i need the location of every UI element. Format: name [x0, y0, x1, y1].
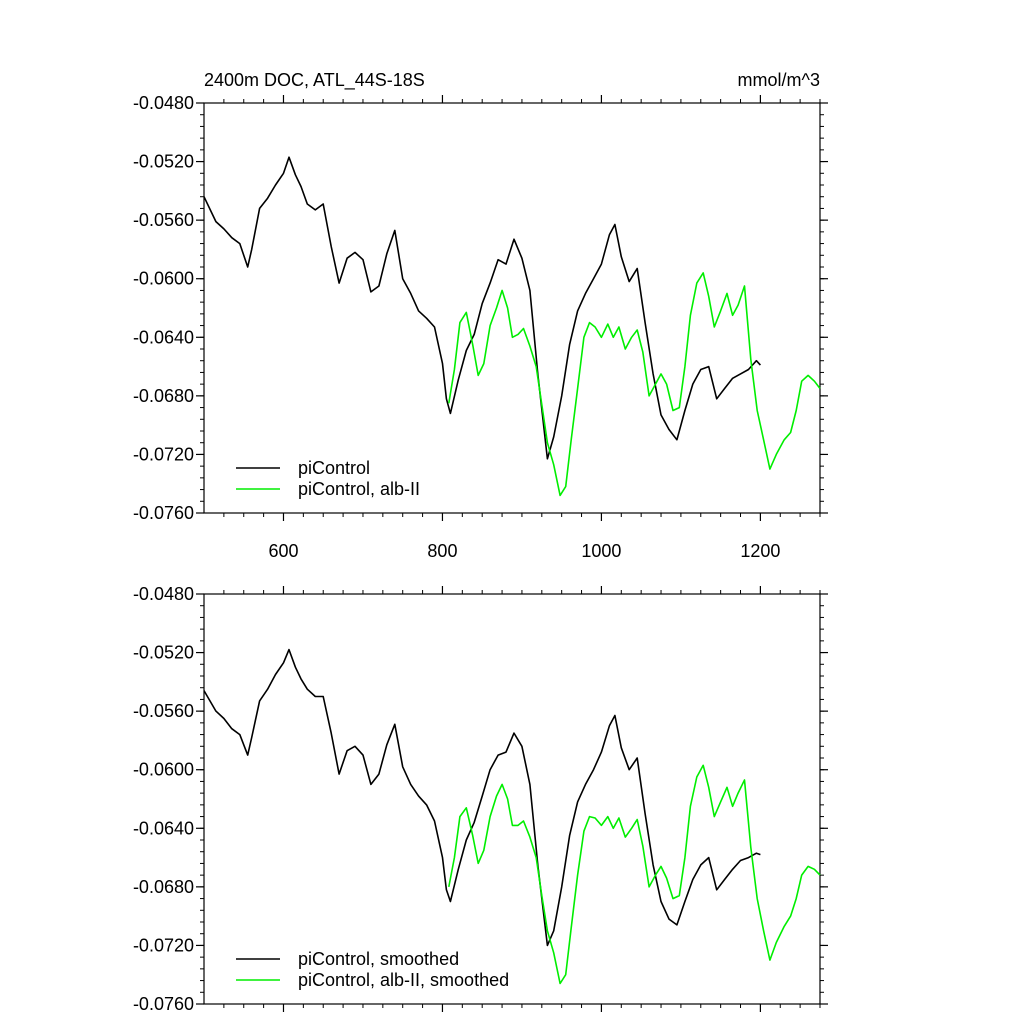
x-tick-label: 1000	[581, 541, 621, 561]
x-tick-label: 800	[427, 541, 457, 561]
y-tick-label: -0.0600	[133, 269, 194, 289]
x-tick-label: 1200	[740, 541, 780, 561]
series-line-alb-ii	[448, 764, 821, 985]
y-tick-label: -0.0520	[133, 643, 194, 663]
y-tick-label: -0.0680	[133, 386, 194, 406]
x-tick-label: 600	[268, 541, 298, 561]
y-tick-label: -0.0640	[133, 327, 194, 347]
series-lines	[203, 648, 821, 985]
y-tick-label: -0.0560	[133, 210, 194, 230]
y-tick-label: -0.0600	[133, 760, 194, 780]
ticks-group	[196, 586, 828, 1012]
y-tick-label: -0.0520	[133, 152, 194, 172]
plot-frame	[203, 593, 821, 1005]
y-tick-labels: -0.0480 -0.0520 -0.0560 -0.0600 -0.0640 -0.06…	[133, 584, 194, 1014]
top-panel: 2400m DOC, ATL_44S-18S mmol/m^3 600 800 10…	[133, 70, 828, 561]
y-tick-label: -0.0760	[133, 994, 194, 1014]
y-tick-label: -0.0480	[133, 584, 194, 604]
x-tick-labels: 600 800 1000 1200	[268, 541, 780, 561]
series-line-picontrol	[203, 156, 761, 460]
legend-label: piControl	[298, 458, 370, 478]
series-line-alb-ii	[448, 272, 821, 497]
units-label: mmol/m^3	[738, 70, 820, 90]
plot-frame	[203, 102, 821, 514]
y-tick-label: -0.0720	[133, 935, 194, 955]
bottom-panel: -0.0480 -0.0520 -0.0560 -0.0600 -0.0640 -0.06…	[133, 584, 828, 1014]
y-tick-labels: -0.0480 -0.0520 -0.0560 -0.0600 -0.0640 -0.06…	[133, 93, 194, 523]
y-tick-label: -0.0560	[133, 701, 194, 721]
y-tick-label: -0.0720	[133, 444, 194, 464]
legend-label: piControl, alb-II, smoothed	[298, 970, 509, 990]
legend-label: piControl, alb-II	[298, 479, 420, 499]
legend-label: piControl, smoothed	[298, 949, 459, 969]
y-tick-label: -0.0760	[133, 503, 194, 523]
series-line-picontrol	[203, 648, 761, 947]
y-tick-label: -0.0680	[133, 877, 194, 897]
series-lines	[203, 156, 821, 497]
ticks-group	[196, 95, 828, 521]
y-tick-label: -0.0480	[133, 93, 194, 113]
chart-title: 2400m DOC, ATL_44S-18S	[204, 70, 425, 91]
y-tick-label: -0.0640	[133, 818, 194, 838]
